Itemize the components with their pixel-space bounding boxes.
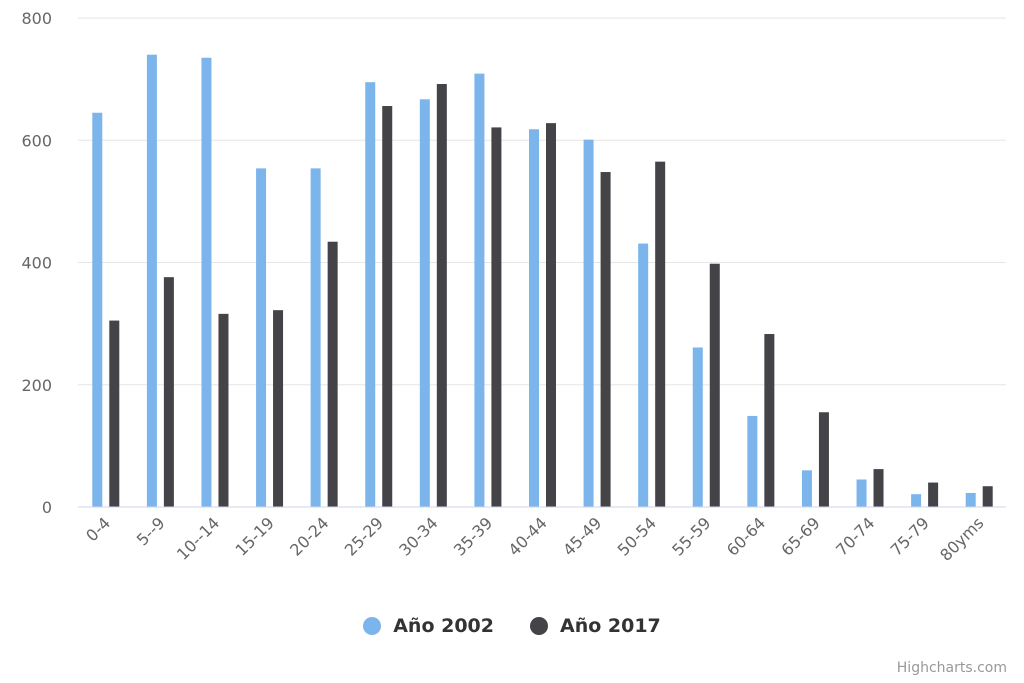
bar-series-2[interactable] (709, 263, 720, 507)
x-tick-label: 50-54 (614, 513, 660, 559)
bar-series-2[interactable] (928, 482, 939, 507)
x-tick-label: 30-34 (395, 513, 441, 559)
y-tick-label: 400 (21, 254, 52, 273)
x-tick-label: 60-64 (723, 513, 769, 559)
y-tick-label: 600 (21, 131, 52, 150)
legend-item-series-1[interactable]: Año 2002 (363, 615, 494, 637)
x-tick-label: 70-74 (832, 513, 878, 559)
bar-series-2[interactable] (327, 241, 338, 507)
x-tick-label: 40-44 (505, 513, 551, 559)
x-tick-label: 0-4 (82, 513, 114, 545)
legend-item-series-2[interactable]: Año 2017 (530, 615, 661, 637)
legend-symbol (530, 617, 548, 635)
bar-series-1[interactable] (146, 54, 157, 508)
y-axis-ticks: 0 200 400 600 800 (21, 9, 52, 517)
bar-series-1[interactable] (801, 470, 812, 507)
bar-series-2[interactable] (873, 469, 884, 507)
bar-series-1[interactable] (965, 492, 976, 507)
bar-series-2[interactable] (655, 161, 666, 508)
bar-series-1[interactable] (256, 168, 267, 507)
bar-series-1[interactable] (92, 112, 103, 508)
bar-series-2[interactable] (382, 106, 393, 508)
gridlines (78, 17, 1006, 386)
bar-series-2[interactable] (218, 313, 229, 507)
bar-series-2[interactable] (982, 486, 993, 507)
credits-link[interactable]: Highcharts.com (896, 660, 1007, 676)
legend-label: Año 2002 (393, 615, 494, 637)
bar-series-1[interactable] (692, 347, 703, 507)
y-tick-label: 200 (21, 376, 52, 395)
x-tick-label: 80yms (936, 513, 987, 564)
bar-chart: 0 200 400 600 800 0-4 5--9 10--14 15-19 20-24 25-… (21, 9, 1006, 565)
x-tick-label: 25-29 (341, 513, 387, 559)
legend: Año 2002 Año 2017 (0, 615, 1024, 637)
bar-series-1[interactable] (911, 494, 922, 507)
bar-series-1[interactable] (747, 415, 758, 507)
y-tick-label: 800 (21, 9, 52, 28)
bar-series-1[interactable] (856, 479, 867, 507)
bar-series-2[interactable] (818, 412, 829, 507)
x-tick-label: 20-24 (286, 513, 332, 559)
bar-series-1[interactable] (310, 168, 321, 507)
y-tick-label: 0 (42, 498, 52, 517)
bar-series-1[interactable] (201, 57, 212, 507)
bar-series-1[interactable] (365, 82, 376, 508)
x-axis-ticks: 0-4 5--9 10--14 15-19 20-24 25-29 30-34 35-39 40… (82, 513, 987, 564)
bars (92, 54, 993, 508)
legend-symbol (363, 617, 382, 635)
bar-series-1[interactable] (583, 139, 594, 508)
x-tick-label: 35-39 (450, 513, 496, 559)
bar-series-1[interactable] (474, 73, 485, 507)
x-tick-label: 45-49 (559, 513, 605, 559)
bar-series-2[interactable] (273, 310, 284, 507)
legend-label: Año 2017 (560, 615, 661, 637)
bar-series-2[interactable] (436, 84, 447, 507)
bar-series-2[interactable] (163, 277, 174, 507)
bar-series-2[interactable] (600, 172, 611, 507)
bar-series-1[interactable] (419, 99, 430, 507)
x-tick-label: 5--9 (133, 513, 169, 549)
bar-series-2[interactable] (109, 320, 120, 507)
x-tick-label: 55-59 (668, 513, 714, 559)
bar-series-2[interactable] (491, 127, 502, 507)
x-tick-label: 65-69 (777, 513, 823, 559)
x-tick-label: 10--14 (173, 513, 223, 563)
bar-series-2[interactable] (546, 123, 556, 507)
x-tick-label: 75-79 (887, 513, 933, 559)
bar-series-1[interactable] (638, 243, 649, 507)
bar-series-2[interactable] (764, 334, 775, 507)
bar-series-1[interactable] (529, 129, 539, 507)
x-tick-label: 15-19 (232, 513, 278, 559)
